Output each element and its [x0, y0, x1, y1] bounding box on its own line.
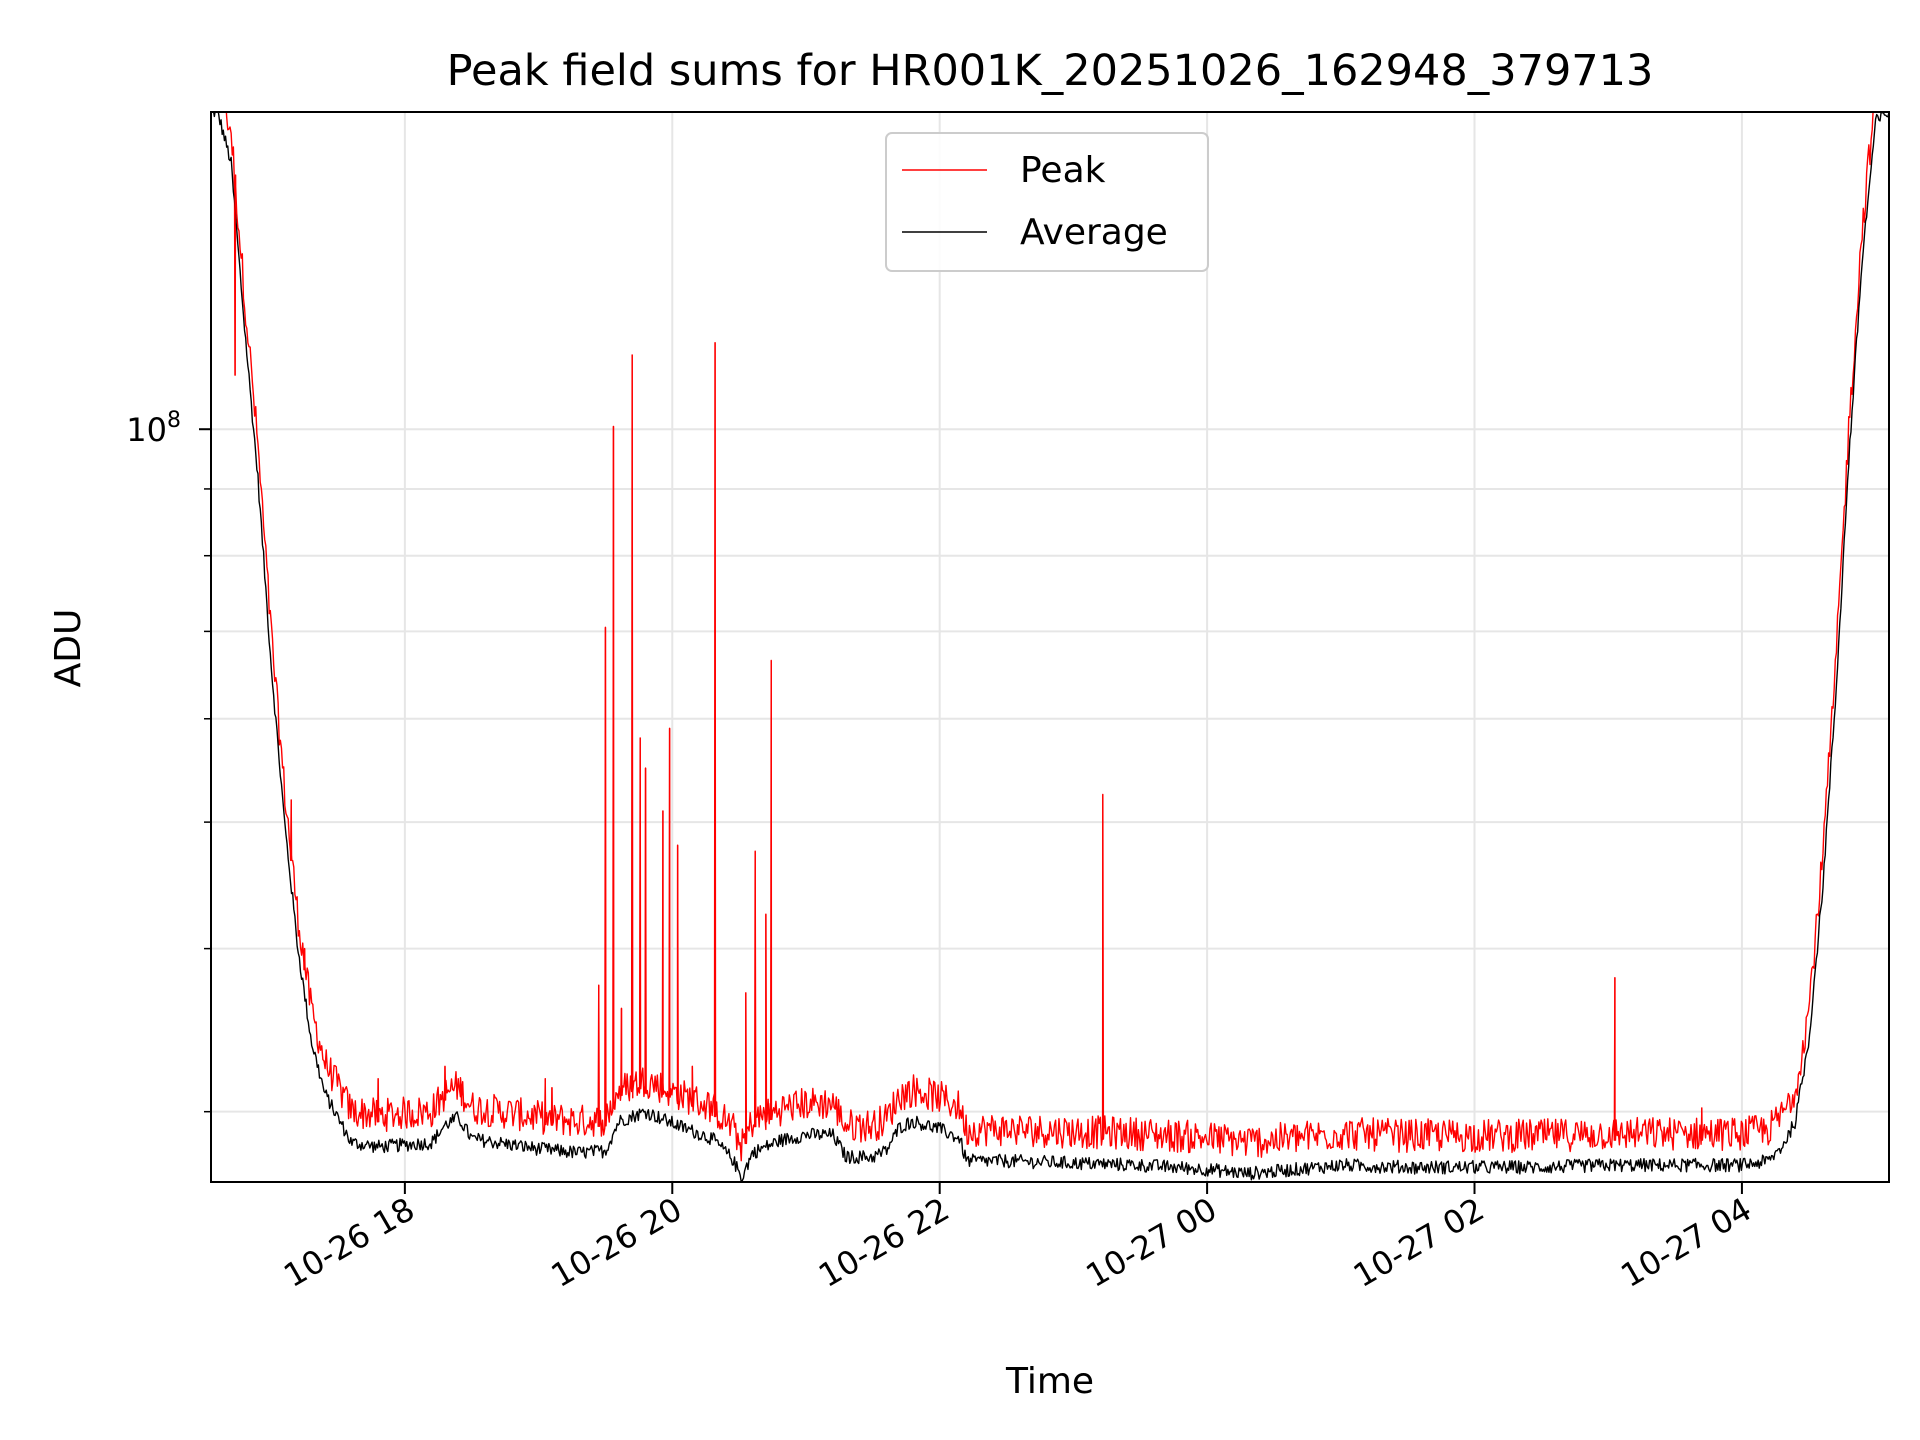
axes-frame [210, 111, 1890, 1183]
legend-label-peak: Peak [1020, 150, 1106, 191]
legend: Peak Average [885, 132, 1209, 272]
grid [211, 112, 1889, 1182]
plot-area [212, 112, 1889, 1182]
series-line-peak [225, 112, 1874, 1162]
y-axis-ticks: 108 [126, 408, 211, 1113]
x-axis-label: Time [1005, 1361, 1094, 1402]
chart-title: Peak field sums for HR001K_20251026_1629… [447, 46, 1654, 96]
legend-label-average: Average [1020, 212, 1168, 253]
y-tick-label: 108 [126, 408, 181, 449]
legend-box [885, 132, 1209, 272]
series-line-average [212, 112, 1889, 1182]
y-axis-label: ADU [48, 609, 89, 688]
